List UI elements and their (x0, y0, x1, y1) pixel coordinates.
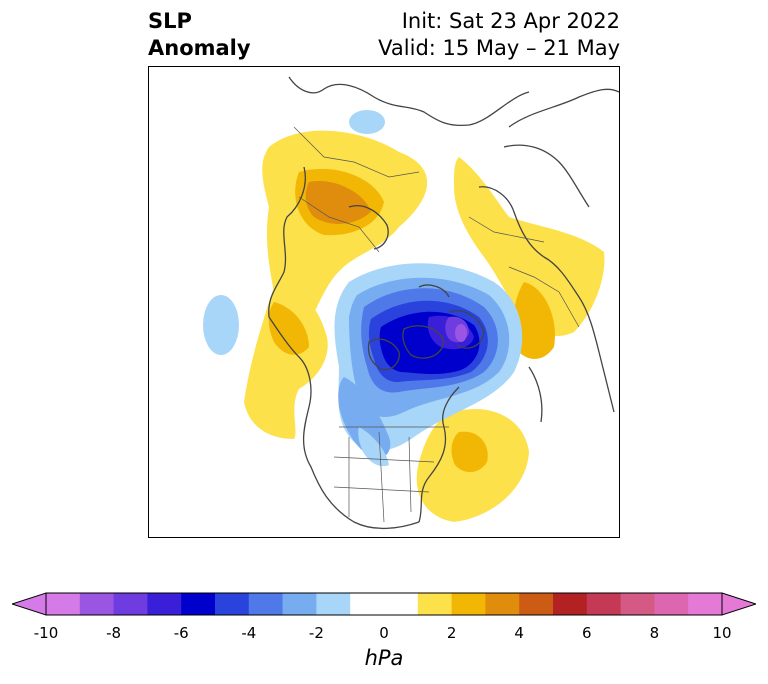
colorbar-swatch (451, 593, 486, 615)
colorbar-swatch (485, 593, 520, 615)
colorbar (12, 592, 756, 616)
init-date: Init: Sat 23 Apr 2022 (401, 9, 620, 33)
valid-range: Valid: 15 May – 21 May (378, 36, 620, 60)
colorbar-swatch (248, 593, 284, 615)
colorbar-tick-label: 4 (514, 624, 524, 642)
colorbar-tick-label: -6 (173, 624, 189, 642)
colorbar-tick-label: 10 (712, 624, 732, 642)
colorbar-tick-label: -2 (308, 624, 324, 642)
colorbar-swatch (181, 593, 216, 615)
colorbar-swatch (384, 593, 419, 615)
colorbar-swatch (654, 593, 689, 615)
colorbar-swatch (316, 593, 351, 615)
variable-type: Anomaly (148, 36, 251, 60)
colorbar-swatch (519, 593, 554, 615)
map-canvas (149, 67, 619, 537)
colorbar-swatch (620, 593, 655, 615)
forecast-dates: Init: Sat 23 Apr 2022 Valid: 15 May – 21… (378, 8, 620, 62)
colorbar-swatch (350, 593, 385, 615)
colorbar-swatch (417, 593, 453, 615)
positive-anomaly-siberia (454, 157, 605, 359)
positive-anomaly-europe (262, 130, 428, 347)
colorbar-swatch (215, 593, 250, 615)
colorbar-tick-label: 2 (446, 624, 457, 642)
colorbar-under-arrow (12, 592, 47, 616)
colorbar-tick-label: 6 (582, 624, 592, 642)
variable-name: SLP (148, 9, 192, 33)
coastlines (268, 76, 619, 530)
negative-anomaly-main (334, 263, 523, 452)
positive-anomaly-pacific (244, 286, 328, 439)
colorbar-swatch (46, 593, 81, 615)
colorbar-tick-label: -10 (33, 624, 59, 642)
country-borders (293, 126, 580, 523)
colorbar-swatch (586, 593, 622, 615)
negative-anomaly-small-north (349, 110, 385, 134)
anomaly-map (148, 66, 620, 538)
colorbar-tick-label: 0 (379, 624, 389, 642)
colorbar-tick-label: -4 (241, 624, 257, 642)
plot-title: SLP Anomaly (148, 8, 251, 62)
colorbar-tick-label: -8 (106, 624, 122, 642)
negative-anomaly-small-pacific (203, 295, 239, 355)
colorbar-swatch (282, 593, 317, 615)
colorbar-tick-label: 8 (649, 624, 660, 642)
colorbar-swatch (79, 593, 115, 615)
negative-anomaly-north-america (338, 377, 391, 459)
colorbar-swatch (553, 593, 588, 615)
positive-anomaly-atlantic (416, 408, 529, 522)
colorbar-over-arrow (721, 592, 756, 616)
colorbar-units: hPa (364, 646, 404, 670)
colorbar-swatch (113, 593, 148, 615)
colorbar-frame (45, 592, 723, 616)
colorbar-swatch (688, 593, 723, 615)
colorbar-swatch (147, 593, 182, 615)
